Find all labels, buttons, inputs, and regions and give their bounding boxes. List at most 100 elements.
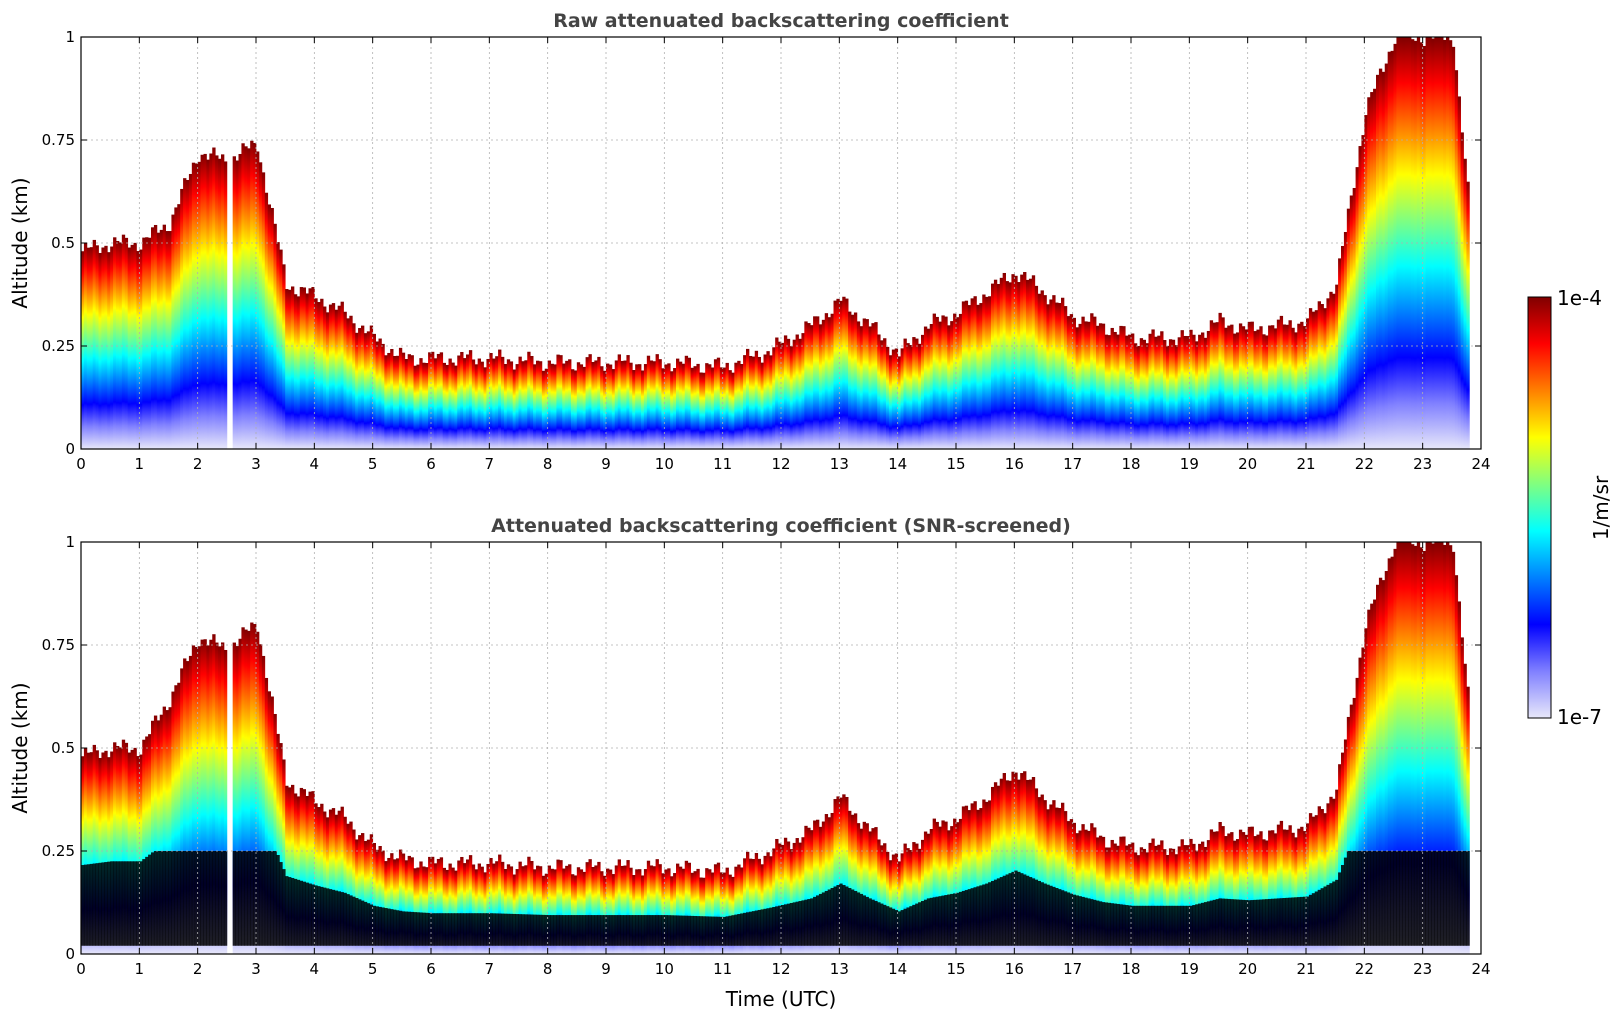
heatmap-column bbox=[116, 745, 120, 954]
y-tick-label: 0.5 bbox=[51, 234, 75, 252]
saturated-column bbox=[168, 851, 172, 946]
saturated-column bbox=[1259, 899, 1263, 946]
saturated-column bbox=[314, 885, 318, 946]
heatmap-column bbox=[1174, 854, 1179, 954]
saturated-column bbox=[603, 915, 607, 946]
saturated-column bbox=[1381, 851, 1386, 946]
heatmap-column bbox=[623, 865, 627, 954]
heatmap-column bbox=[410, 857, 414, 954]
saturated-column bbox=[384, 908, 388, 946]
heatmap-column bbox=[786, 338, 791, 449]
heatmap-column bbox=[888, 860, 893, 954]
x-tick-label: 21 bbox=[1296, 455, 1315, 473]
heatmap-column bbox=[215, 642, 219, 954]
saturated-column bbox=[597, 915, 601, 946]
saturated-column bbox=[1166, 905, 1170, 946]
saturated-column bbox=[133, 861, 137, 946]
saturated-column bbox=[941, 895, 945, 946]
heatmap-column bbox=[118, 242, 123, 449]
saturated-column bbox=[270, 851, 274, 946]
saturated-column bbox=[696, 916, 700, 946]
heatmap-column bbox=[1122, 326, 1126, 449]
heatmap-column bbox=[264, 677, 269, 954]
heatmap-column bbox=[1233, 333, 1237, 449]
heatmap-column bbox=[795, 334, 799, 449]
heatmap-column bbox=[851, 814, 855, 954]
heatmap-column bbox=[568, 864, 572, 954]
colorbar-max-label: 1e-4 bbox=[1557, 286, 1602, 310]
saturated-column bbox=[425, 912, 429, 946]
heatmap-column bbox=[740, 867, 744, 954]
saturated-column bbox=[110, 861, 114, 946]
saturated-column bbox=[466, 913, 470, 946]
heatmap-column bbox=[1008, 282, 1012, 449]
heatmap-column bbox=[384, 861, 388, 954]
heatmap-column bbox=[1049, 804, 1053, 954]
saturated-column bbox=[576, 915, 581, 946]
heatmap-column bbox=[737, 360, 741, 449]
heatmap-column bbox=[244, 146, 248, 449]
heatmap-column bbox=[1131, 842, 1135, 954]
heatmap-column bbox=[468, 350, 473, 449]
heatmap-column bbox=[457, 355, 461, 449]
x-tick-label: 24 bbox=[1471, 455, 1490, 473]
heatmap-column bbox=[1116, 334, 1120, 449]
heatmap-column bbox=[1020, 773, 1024, 954]
saturated-column bbox=[524, 914, 528, 946]
saturated-column bbox=[221, 851, 225, 946]
heatmap-column bbox=[906, 343, 910, 449]
saturated-column bbox=[868, 898, 872, 946]
heatmap-column bbox=[1238, 323, 1243, 449]
saturated-column bbox=[311, 884, 315, 946]
heatmap-column bbox=[1262, 334, 1266, 449]
saturated-column bbox=[305, 882, 309, 946]
heatmap-column bbox=[1332, 798, 1336, 954]
heatmap-column bbox=[1180, 330, 1184, 449]
heatmap-column bbox=[582, 871, 586, 954]
saturated-column bbox=[267, 851, 271, 946]
heatmap-column bbox=[1104, 334, 1109, 449]
heatmap-column bbox=[941, 315, 945, 449]
heatmap-column bbox=[1358, 657, 1362, 954]
saturated-column bbox=[288, 877, 292, 946]
heatmap-column bbox=[363, 841, 368, 954]
heatmap-column bbox=[597, 356, 601, 449]
heatmap-column bbox=[824, 814, 829, 954]
heatmap-column bbox=[410, 355, 414, 449]
heatmap-column bbox=[212, 147, 216, 449]
saturated-column bbox=[308, 883, 312, 946]
heatmap-column bbox=[1408, 37, 1412, 449]
heatmap-column bbox=[1072, 317, 1076, 449]
saturated-column bbox=[328, 889, 333, 946]
saturated-column bbox=[463, 913, 467, 946]
heatmap-column bbox=[600, 871, 604, 954]
heatmap-column bbox=[200, 154, 204, 449]
heatmap-column bbox=[862, 318, 866, 449]
saturated-column bbox=[215, 851, 219, 946]
heatmap-column bbox=[1396, 37, 1400, 449]
saturated-column bbox=[1227, 898, 1231, 946]
heatmap-column bbox=[1253, 331, 1257, 449]
heatmap-column bbox=[1233, 840, 1237, 954]
heatmap-column bbox=[813, 820, 817, 954]
heatmap-column bbox=[684, 355, 689, 449]
heatmap-column bbox=[1154, 845, 1158, 954]
heatmap-column bbox=[617, 859, 621, 954]
heatmap-column bbox=[340, 806, 344, 954]
saturated-column bbox=[416, 912, 420, 946]
saturated-column bbox=[926, 898, 931, 946]
saturated-column bbox=[1037, 880, 1041, 946]
heatmap-column bbox=[474, 364, 479, 449]
heatmap-column bbox=[474, 869, 479, 954]
heatmap-column bbox=[439, 857, 444, 954]
heatmap-column bbox=[331, 808, 336, 954]
heatmap-column bbox=[387, 352, 391, 449]
saturated-column bbox=[121, 861, 126, 946]
heatmap-column bbox=[658, 864, 662, 954]
heatmap-column bbox=[687, 862, 691, 954]
x-tick-label: 21 bbox=[1296, 960, 1315, 978]
heatmap-column bbox=[372, 843, 376, 954]
saturated-column bbox=[1297, 897, 1301, 946]
heatmap-column bbox=[1128, 844, 1132, 954]
heatmap-column bbox=[1037, 293, 1041, 449]
